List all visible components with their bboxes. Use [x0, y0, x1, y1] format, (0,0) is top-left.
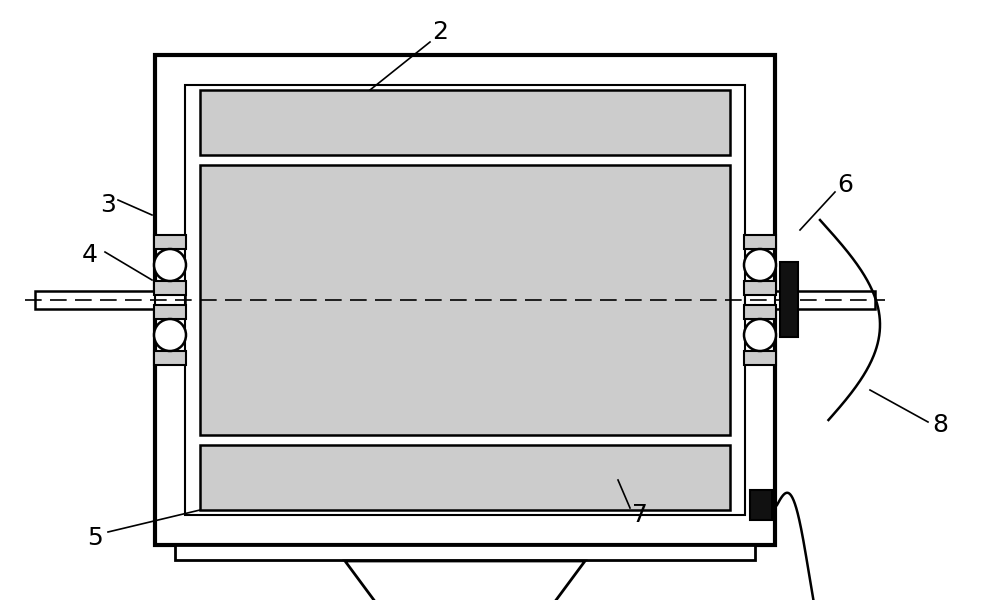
Bar — [200, 445, 730, 510]
Circle shape — [154, 249, 186, 281]
Bar — [750, 490, 772, 520]
Bar — [154, 235, 186, 249]
Text: 7: 7 — [632, 503, 648, 527]
Bar — [155, 291, 185, 309]
Polygon shape — [345, 561, 585, 600]
Text: 4: 4 — [82, 243, 98, 267]
Text: 8: 8 — [932, 413, 948, 437]
Bar — [154, 351, 186, 365]
Bar — [744, 305, 776, 319]
Bar — [154, 305, 186, 319]
Text: 3: 3 — [100, 193, 116, 217]
Bar — [154, 281, 186, 295]
Bar — [200, 90, 730, 155]
Bar — [744, 235, 776, 249]
Circle shape — [744, 319, 776, 351]
Bar — [744, 281, 776, 295]
Circle shape — [154, 319, 186, 351]
Text: 2: 2 — [432, 20, 448, 44]
Text: 5: 5 — [87, 526, 103, 550]
Bar — [745, 291, 775, 309]
Bar — [175, 545, 755, 560]
Bar — [744, 351, 776, 365]
Bar — [745, 291, 875, 309]
Bar — [780, 262, 798, 337]
Bar — [185, 85, 745, 515]
Bar — [35, 291, 185, 309]
Bar — [185, 85, 745, 515]
Bar — [155, 55, 775, 545]
Circle shape — [744, 249, 776, 281]
Text: 6: 6 — [837, 173, 853, 197]
Bar — [200, 165, 730, 435]
